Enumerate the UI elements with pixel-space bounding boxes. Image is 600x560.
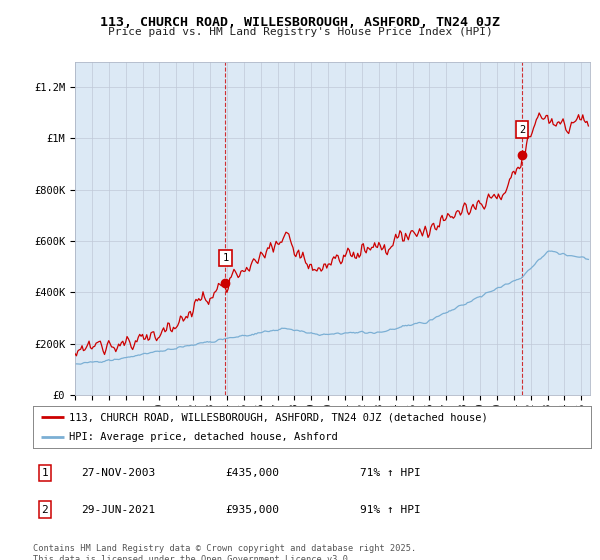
Text: 27-NOV-2003: 27-NOV-2003	[81, 468, 155, 478]
Text: 2: 2	[41, 505, 49, 515]
Text: 1: 1	[222, 253, 229, 263]
Text: Price paid vs. HM Land Registry's House Price Index (HPI): Price paid vs. HM Land Registry's House …	[107, 27, 493, 37]
Text: £935,000: £935,000	[225, 505, 279, 515]
Text: 2: 2	[519, 124, 525, 134]
Text: 91% ↑ HPI: 91% ↑ HPI	[360, 505, 421, 515]
Text: HPI: Average price, detached house, Ashford: HPI: Average price, detached house, Ashf…	[69, 432, 338, 442]
Text: 1: 1	[41, 468, 49, 478]
Text: 29-JUN-2021: 29-JUN-2021	[81, 505, 155, 515]
Text: £435,000: £435,000	[225, 468, 279, 478]
Text: 71% ↑ HPI: 71% ↑ HPI	[360, 468, 421, 478]
Text: Contains HM Land Registry data © Crown copyright and database right 2025.
This d: Contains HM Land Registry data © Crown c…	[33, 544, 416, 560]
Text: 113, CHURCH ROAD, WILLESBOROUGH, ASHFORD, TN24 0JZ: 113, CHURCH ROAD, WILLESBOROUGH, ASHFORD…	[100, 16, 500, 29]
Text: 113, CHURCH ROAD, WILLESBOROUGH, ASHFORD, TN24 0JZ (detached house): 113, CHURCH ROAD, WILLESBOROUGH, ASHFORD…	[69, 412, 488, 422]
